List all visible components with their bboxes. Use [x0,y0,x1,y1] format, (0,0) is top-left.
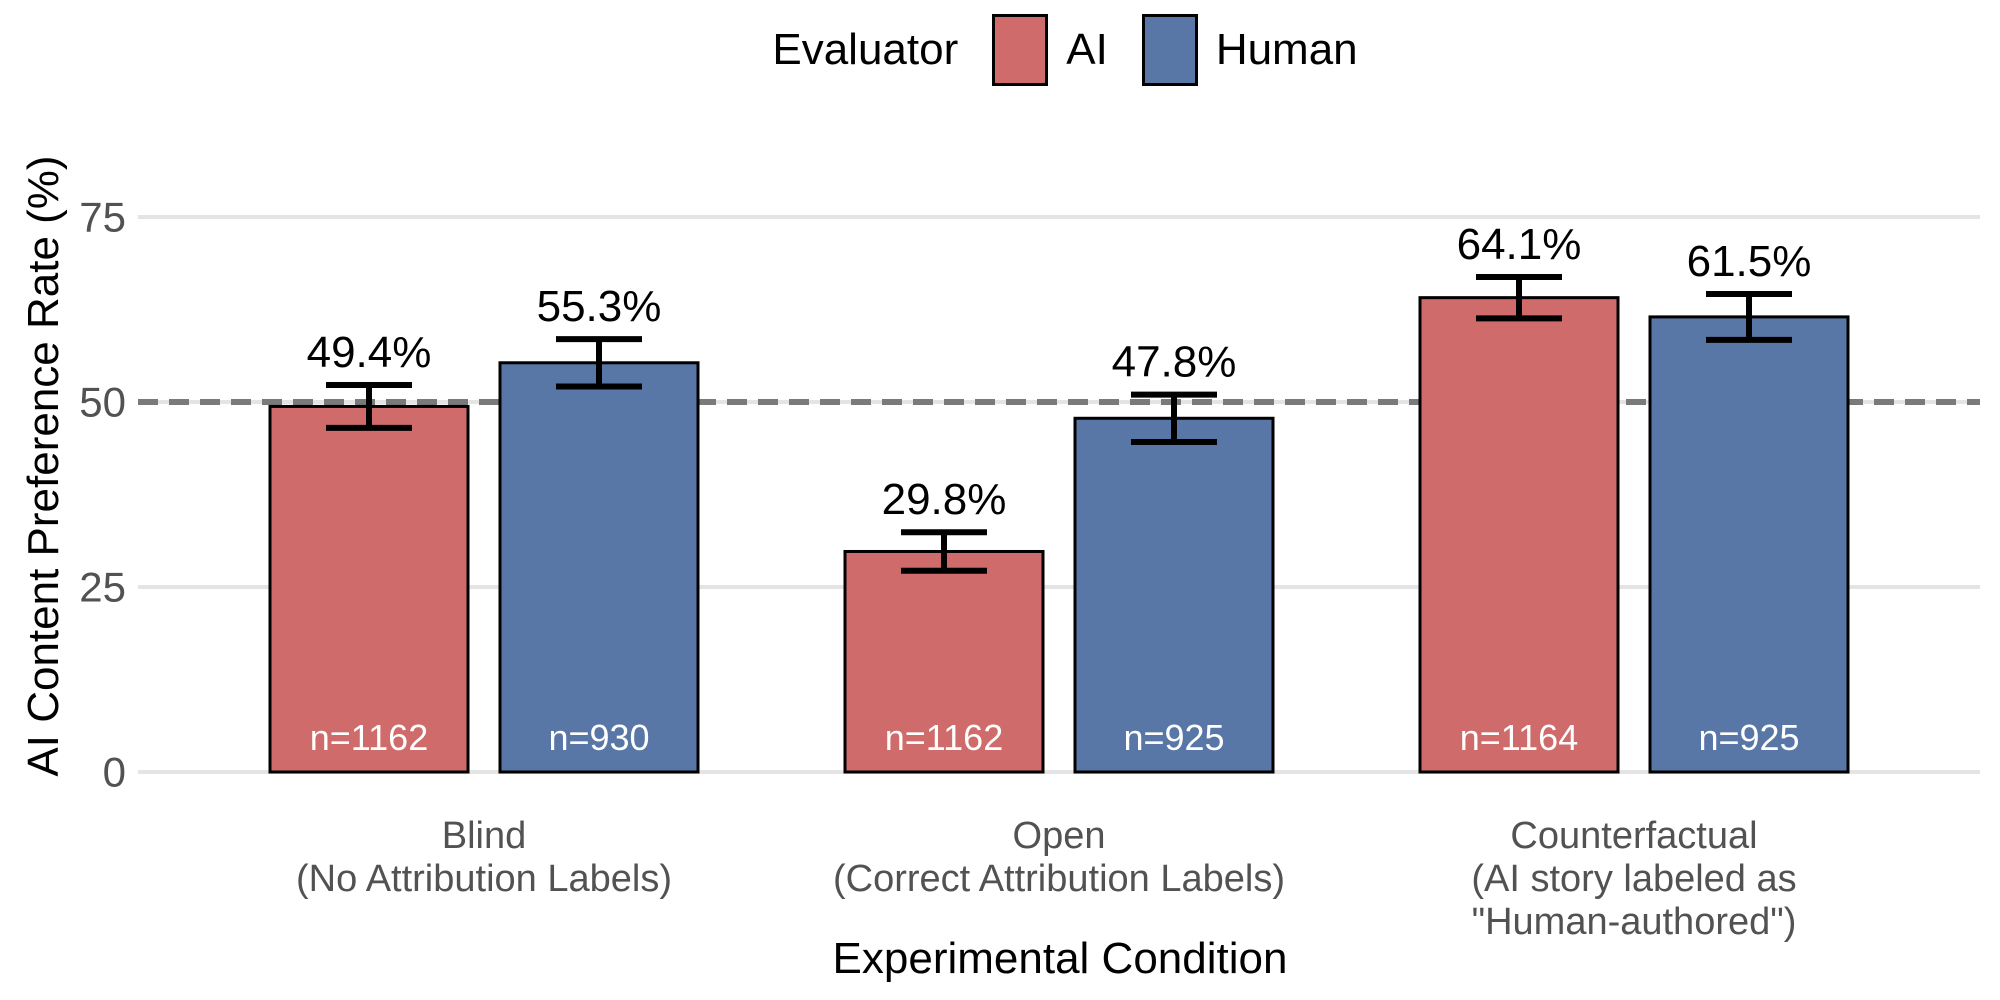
x-tick-label-group1-line1: (Correct Attribution Labels) [833,858,1285,900]
bar-human-group2 [1648,315,1850,774]
n-label-human-group1: n=925 [1123,717,1224,758]
legend-item-human: Human [1141,14,1358,86]
x-tick-label-group2-line2: "Human-authored") [1472,901,1797,943]
error-bar-ai-group0 [326,381,412,431]
error-bar-human-group2 [1706,290,1792,343]
y-tick-label-75: 75 [79,194,126,241]
x-tick-label-group1-line0: Open [1013,815,1106,857]
y-tick-label-0: 0 [103,749,126,796]
legend-label-human: Human [1215,25,1358,74]
n-label-human-group2: n=925 [1698,717,1799,758]
legend-item-ai: AI [992,14,1108,86]
legend-swatch-human [1141,14,1198,86]
x-tick-label-group2-line1: (AI story labeled as [1471,858,1796,900]
x-tick-label-group0-line1: (No Attribution Labels) [296,858,672,900]
error-bar-human-group0 [556,336,642,390]
legend: Evaluator AI Human [130,14,2000,86]
n-label-ai-group1: n=1162 [885,717,1003,758]
error-bar-ai-group1 [901,529,987,574]
bar-human-group1 [1073,416,1275,774]
legend-label-ai: AI [1066,25,1108,74]
legend-swatch-ai [992,14,1049,86]
y-tick-label-25: 25 [79,564,126,611]
value-label-human-group2: 61.5% [1687,237,1812,286]
x-axis-title: Experimental Condition [832,934,1288,983]
legend-title: Evaluator [772,25,959,74]
bar-ai-group1 [843,549,1045,774]
n-label-ai-group0: n=1162 [310,717,428,758]
x-tick-label-group2-line0: Counterfactual [1510,815,1757,857]
error-bar-human-group1 [1131,391,1217,445]
x-tick-label-group0-line0: Blind [442,815,527,857]
error-bar-ai-group2 [1476,273,1562,322]
value-label-ai-group0: 49.4% [307,328,432,377]
value-label-ai-group2: 64.1% [1457,220,1582,269]
bar-ai-group2 [1418,296,1620,774]
bar-human-group0 [498,361,700,774]
value-label-human-group1: 47.8% [1112,338,1237,387]
y-tick-label-50: 50 [79,379,126,426]
bar-ai-group0 [268,404,470,774]
n-label-ai-group2: n=1164 [1460,717,1578,758]
value-label-human-group0: 55.3% [537,282,662,331]
n-label-human-group0: n=930 [548,717,649,758]
value-label-ai-group1: 29.8% [882,475,1007,524]
